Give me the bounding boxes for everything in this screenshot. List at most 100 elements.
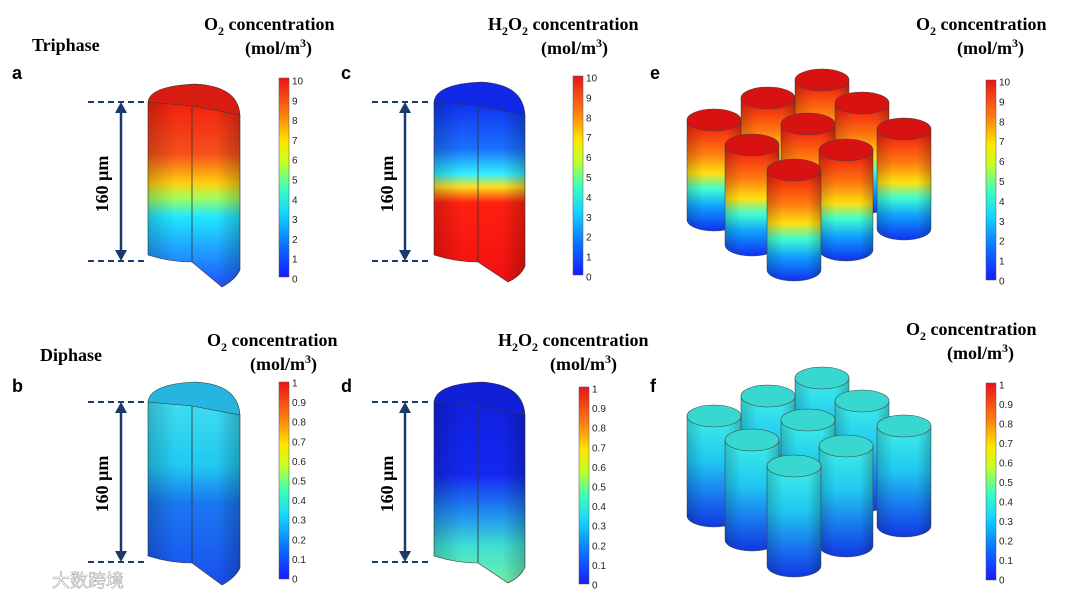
panel-letter-c: c [341,63,351,83]
scale-bar-label-d: 160 μm [377,456,397,513]
panel-letter-e: e [650,63,660,83]
colorbar-title-b: O2 concentration [207,330,338,354]
colorbar-tick-label: 2 [999,237,1005,248]
colorbar-tick-label: 0.2 [292,535,306,546]
colorbar-tick-label: 0.4 [999,498,1013,509]
colorbar-tick-label: 5 [586,173,592,184]
colorbar-tick-label: 10 [999,78,1011,89]
watermark-text: 大数跨境 [52,571,124,592]
cylinder-c [433,81,526,283]
cylinder-b [147,381,241,586]
colorbar-tick-label: 8 [586,113,592,124]
watermark: 大数跨境 [11,567,124,592]
colorbar-tick-label: 0 [292,275,298,286]
colorbar-title-a: O2 concentration [204,14,335,38]
colorbar-d [578,386,590,585]
cylinder-a [147,83,241,288]
colorbar-tick-label: 1 [292,255,298,266]
colorbar-tick-label: 7 [999,137,1005,148]
colorbar-tick-label: 4 [999,197,1005,208]
micro-cylinder [766,158,822,282]
colorbar-tick-label: 0.3 [999,517,1013,528]
colorbar-tick-label: 0.9 [999,400,1013,411]
cylinder-array-e [686,68,932,282]
colorbar-units-f: (mol/m3) [947,341,1014,364]
colorbar-tick-label: 9 [292,96,298,107]
colorbar-tick-label: 0.3 [592,522,606,533]
colorbar-tick-label: 1 [999,257,1005,268]
colorbar-tick-label: 1 [999,381,1005,392]
colorbar-tick-label: 0 [999,277,1005,288]
row-label-diphase: Diphase [40,345,102,365]
row-label-triphase: Triphase [32,35,100,55]
colorbar-tick-label: 0.1 [999,556,1013,567]
colorbar-units-a: (mol/m3) [245,36,312,59]
colorbar-title-e: O2 concentration [916,14,1047,38]
colorbar-tick-label: 3 [999,217,1005,228]
scale-bar-label-b: 160 μm [92,456,112,513]
micro-cylinder [724,428,780,552]
colorbar-tick-label: 0 [592,581,598,592]
colorbar-tick-label: 0.1 [292,555,306,566]
colorbar-tick-label: 6 [292,156,298,167]
panel-c: c 160 μm H2O2 concentration (mol/m3) 0 1 2… [341,14,639,284]
watermark-logo-icon [11,567,48,592]
colorbar-tick-label: 1 [586,253,592,264]
cylinder-array-f [686,366,932,578]
colorbar-tick-label: 0.9 [292,398,306,409]
colorbar-tick-label: 5 [292,176,298,187]
colorbar-tick-label: 0.7 [999,439,1013,450]
colorbar-tick-label: 2 [292,235,298,246]
colorbar-title-f: O2 concentration [906,319,1037,343]
panel-letter-d: d [341,376,352,396]
colorbar-tick-label: 0.6 [999,459,1013,470]
colorbar-tick-label: 8 [999,117,1005,128]
colorbar-tick-label: 0.4 [592,502,606,513]
colorbar-tick-label: 3 [586,213,592,224]
colorbar-tick-label: 0.4 [292,496,306,507]
scale-bar-label-c: 160 μm [377,156,397,213]
colorbar-tick-label: 10 [586,74,598,85]
micro-cylinder [876,117,932,241]
panel-e: e O2 concentration (mol/m3) 0 1 2 3 4 5 6 7 8 9 10 [650,14,1047,288]
panel-a: a 160 μm O2 concentration (mol/m3) 0 1 2 3 4… [12,14,335,288]
colorbar-tick-label: 0.2 [999,537,1013,548]
panel-letter-a: a [12,63,23,83]
colorbar-tick-label: 0.7 [292,437,306,448]
colorbar-units-e: (mol/m3) [957,36,1024,59]
colorbar-title-c: H2O2 concentration [488,14,639,38]
colorbar-tick-label: 0.5 [292,477,306,488]
colorbar-b [278,381,290,580]
colorbar-tick-label: 0 [586,273,592,284]
cylinder-d [433,381,526,584]
scale-bar-c: 160 μm [372,101,432,262]
micro-cylinder [818,434,874,558]
colorbar-tick-label: 6 [586,153,592,164]
colorbar-e [985,79,997,281]
panel-letter-f: f [650,376,657,396]
panel-d: d 160 μm H2O2 concentration (mol/m3) 0 0.… [341,330,649,592]
micro-cylinder [766,454,822,578]
colorbar-c [572,75,584,276]
colorbar-tick-label: 0.2 [592,541,606,552]
colorbar-tick-label: 6 [999,157,1005,168]
colorbar-tick-label: 5 [999,177,1005,188]
colorbar-tick-label: 7 [292,136,298,147]
colorbar-tick-label: 0.5 [999,478,1013,489]
colorbar-tick-label: 4 [292,195,298,206]
colorbar-tick-label: 0.1 [592,561,606,572]
colorbar-tick-label: 7 [586,133,592,144]
panel-b: b 160 μm O2 concentration (mol/m3) 0 0.1 0… [12,330,338,586]
colorbar-tick-label: 0.8 [999,420,1013,431]
colorbar-title-d: H2O2 concentration [498,330,649,354]
scale-bar-d: 160 μm [372,401,432,563]
colorbar-tick-label: 1 [592,385,598,396]
scale-bar-label-a: 160 μm [92,156,112,213]
scale-bar-a: 160 μm [88,101,148,262]
panel-letter-b: b [12,376,23,396]
colorbar-tick-label: 0.6 [292,457,306,468]
colorbar-units-d: (mol/m3) [550,352,617,375]
panel-f: f O2 concentration (mol/m3) 0 0.1 0.2 0.3 0.… [650,319,1037,587]
colorbar-a [278,77,290,278]
